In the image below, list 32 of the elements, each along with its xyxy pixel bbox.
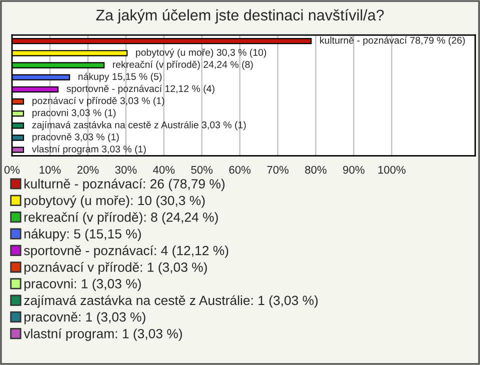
data-label: sportovně - poznávací 12,12 % (4) (66, 84, 214, 94)
x-tick-label: 70% (267, 166, 288, 174)
x-tick-label: 40% (153, 166, 175, 174)
data-label: vlastní program 3,03 % (1) (32, 145, 146, 154)
legend-label: vlastní program: 1 (3,03 %) (24, 328, 182, 341)
legend-label: kulturně - poznávací: 26 (78,79 %) (24, 178, 225, 192)
x-tick-label: 90% (343, 166, 364, 174)
legend-label: pracovni: 1 (3,03 %) (24, 278, 141, 292)
x-tick-label: 80% (305, 166, 326, 174)
x-tick-label: 10% (40, 166, 61, 174)
data-label: kulturně - poznávací 78,79 % (26) (320, 36, 465, 46)
legend-label: zajímavá zastávka na cestě z Austrálie: 1 (3,03 %) (24, 295, 318, 308)
x-tick-label: 50% (191, 166, 213, 174)
x-tick-label: 20% (77, 166, 99, 174)
legend-label: poznávací v přírodě: 1 (3,03 %) (24, 262, 207, 274)
data-label: nákupy 15,15 % (5) (78, 72, 162, 82)
data-label: zajímavá zastávka na cestě z Austrálie 3,03 % (1) (32, 121, 246, 130)
legend-label: pobytový (u moře): 10 (30,3 %) (24, 195, 205, 208)
data-label: pracovni 3,03 % (1) (32, 109, 116, 118)
x-tick-label: 100% (378, 166, 406, 174)
legend-label: nákupy: 5 (15,15 %) (24, 228, 141, 242)
data-label: pobytový (u moře) 30,3 % (10) (136, 48, 266, 58)
data-label: poznávací v přírodě 3,03 % (1) (32, 96, 164, 106)
legend-label: pracovně: 1 (3,03 %) (24, 312, 146, 324)
x-tick-label: 30% (115, 166, 137, 174)
legend-label: rekreační (v přírodě): 8 (24,24 %) (24, 212, 218, 224)
x-tick-label: 60% (229, 166, 251, 174)
x-tick-label: 0% (4, 166, 20, 174)
data-label: pracovně 3,03 % (1) (32, 133, 119, 142)
data-label: rekreační (v přírodě) 24,24 % (8) (113, 60, 253, 70)
chart-title: Za jakým účelem jste destinaci navštívil/a? (96, 9, 384, 24)
legend-label: sportovně - poznávací: 4 (12,12 %) (24, 245, 228, 258)
